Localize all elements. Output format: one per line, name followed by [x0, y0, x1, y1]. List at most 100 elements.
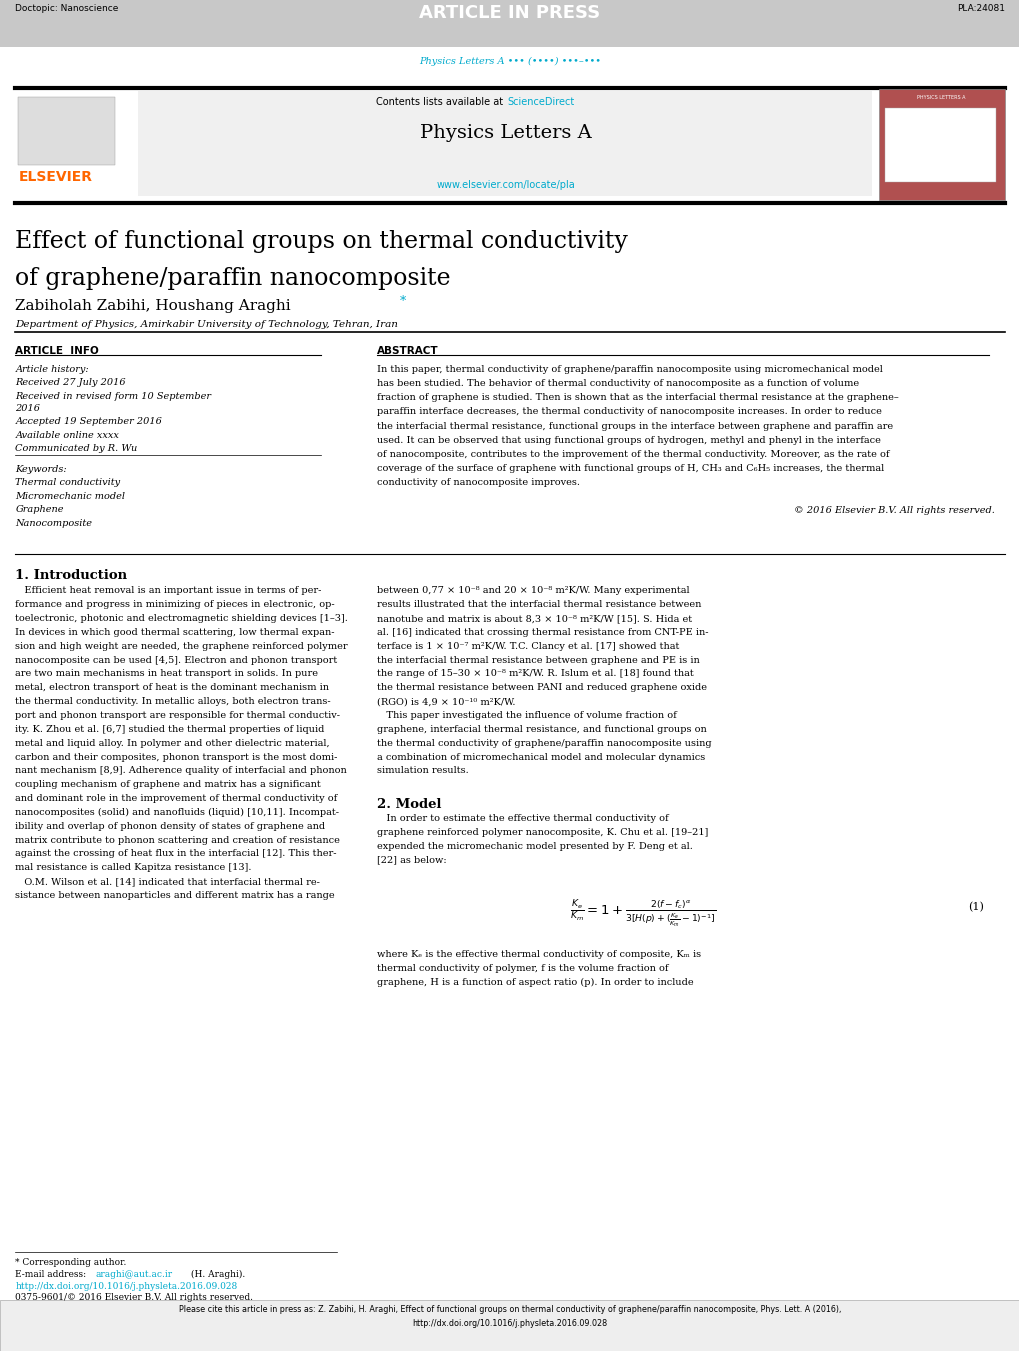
- Text: metal, electron transport of heat is the dominant mechanism in: metal, electron transport of heat is the…: [15, 684, 329, 692]
- Text: used. It can be observed that using functional groups of hydrogen, methyl and ph: used. It can be observed that using func…: [377, 435, 880, 444]
- Text: ELSEVIER: ELSEVIER: [18, 170, 93, 184]
- Text: metal and liquid alloy. In polymer and other dielectric material,: metal and liquid alloy. In polymer and o…: [15, 739, 329, 747]
- Text: Thermal conductivity: Thermal conductivity: [15, 478, 120, 488]
- Text: results illustrated that the interfacial thermal resistance between: results illustrated that the interfacial…: [377, 600, 701, 609]
- Text: (1): (1): [967, 902, 983, 912]
- Text: Accepted 19 September 2016: Accepted 19 September 2016: [15, 417, 162, 427]
- Text: O.M. Wilson et al. [14] indicated that interfacial thermal re-: O.M. Wilson et al. [14] indicated that i…: [15, 877, 320, 886]
- Text: port and phonon transport are responsible for thermal conductiv-: port and phonon transport are responsibl…: [15, 711, 340, 720]
- Bar: [0, 1300, 1019, 1351]
- Text: paraffin interface decreases, the thermal conductivity of nanocomposite increase: paraffin interface decreases, the therma…: [377, 408, 881, 416]
- Bar: [878, 89, 1004, 200]
- Text: 2. Model: 2. Model: [377, 797, 441, 811]
- Text: 1. Introduction: 1. Introduction: [15, 569, 127, 582]
- Text: Contents lists available at: Contents lists available at: [375, 97, 505, 107]
- Text: Available online xxxx: Available online xxxx: [15, 431, 119, 440]
- Text: E-mail address:: E-mail address:: [15, 1270, 90, 1279]
- Bar: [138, 91, 871, 196]
- Text: of graphene/paraffin nanocomposite: of graphene/paraffin nanocomposite: [15, 267, 450, 290]
- Text: terface is 1 × 10⁻⁷ m²K/W. T.C. Clancy et al. [17] showed that: terface is 1 × 10⁻⁷ m²K/W. T.C. Clancy e…: [377, 642, 679, 651]
- Text: a combination of micromechanical model and molecular dynamics: a combination of micromechanical model a…: [377, 753, 705, 762]
- Text: conductivity of nanocomposite improves.: conductivity of nanocomposite improves.: [377, 478, 580, 488]
- Text: (H. Araghi).: (H. Araghi).: [187, 1270, 245, 1279]
- Text: ABSTRACT: ABSTRACT: [377, 346, 438, 355]
- Text: Efficient heat removal is an important issue in terms of per-: Efficient heat removal is an important i…: [15, 586, 321, 596]
- Text: the thermal conductivity. In metallic alloys, both electron trans-: the thermal conductivity. In metallic al…: [15, 697, 330, 707]
- Text: graphene reinforced polymer nanocomposite, K. Chu et al. [19–21]: graphene reinforced polymer nanocomposit…: [377, 828, 708, 836]
- Bar: [18, 97, 115, 165]
- Text: where Kₑ is the effective thermal conductivity of composite, Kₘ is: where Kₑ is the effective thermal conduc…: [377, 951, 701, 959]
- Text: Physics Letters A ••• (••••) •••–•••: Physics Letters A ••• (••••) •••–•••: [419, 57, 600, 66]
- Text: © 2016 Elsevier B.V. All rights reserved.: © 2016 Elsevier B.V. All rights reserved…: [793, 507, 994, 515]
- Text: the range of 15–30 × 10⁻⁸ m²K/W. R. Islum et al. [18] found that: the range of 15–30 × 10⁻⁸ m²K/W. R. Islu…: [377, 670, 694, 678]
- Text: expended the micromechanic model presented by F. Deng et al.: expended the micromechanic model present…: [377, 842, 693, 851]
- Text: fraction of graphene is studied. Then is shown that as the interfacial thermal r: fraction of graphene is studied. Then is…: [377, 393, 899, 403]
- Text: between 0,77 × 10⁻⁸ and 20 × 10⁻⁸ m²K/W. Many experimental: between 0,77 × 10⁻⁸ and 20 × 10⁻⁸ m²K/W.…: [377, 586, 689, 596]
- Text: simulation results.: simulation results.: [377, 766, 469, 775]
- Text: nant mechanism [8,9]. Adherence quality of interfacial and phonon: nant mechanism [8,9]. Adherence quality …: [15, 766, 346, 775]
- Text: http://dx.doi.org/10.1016/j.physleta.2016.09.028: http://dx.doi.org/10.1016/j.physleta.201…: [15, 1282, 237, 1292]
- Text: the interfacial thermal resistance, functional groups in the interface between g: the interfacial thermal resistance, func…: [377, 422, 893, 431]
- Text: carbon and their composites, phonon transport is the most domi-: carbon and their composites, phonon tran…: [15, 753, 337, 762]
- Text: the interfacial thermal resistance between graphene and PE is in: the interfacial thermal resistance betwe…: [377, 655, 699, 665]
- Text: against the crossing of heat flux in the interfacial [12]. This ther-: against the crossing of heat flux in the…: [15, 850, 336, 858]
- Text: *: *: [395, 295, 406, 308]
- Text: ibility and overlap of phonon density of states of graphene and: ibility and overlap of phonon density of…: [15, 821, 325, 831]
- Text: In this paper, thermal conductivity of graphene/paraffin nanocomposite using mic: In this paper, thermal conductivity of g…: [377, 365, 882, 374]
- Text: graphene, H is a function of aspect ratio (p). In order to include: graphene, H is a function of aspect rati…: [377, 978, 693, 988]
- Text: http://dx.doi.org/10.1016/j.physleta.2016.09.028: http://dx.doi.org/10.1016/j.physleta.201…: [412, 1319, 607, 1328]
- Text: [22] as below:: [22] as below:: [377, 855, 446, 865]
- Text: the thermal conductivity of graphene/paraffin nanocomposite using: the thermal conductivity of graphene/par…: [377, 739, 711, 747]
- Text: PHYSICS LETTERS A: PHYSICS LETTERS A: [916, 95, 965, 100]
- Text: are two main mechanisms in heat transport in solids. In pure: are two main mechanisms in heat transpor…: [15, 670, 318, 678]
- Text: sion and high weight are needed, the graphene reinforced polymer: sion and high weight are needed, the gra…: [15, 642, 347, 651]
- Text: matrix contribute to phonon scattering and creation of resistance: matrix contribute to phonon scattering a…: [15, 835, 340, 844]
- Bar: [0, 0, 1019, 47]
- Text: the thermal resistance between PANI and reduced graphene oxide: the thermal resistance between PANI and …: [377, 684, 707, 692]
- Text: Effect of functional groups on thermal conductivity: Effect of functional groups on thermal c…: [15, 230, 628, 253]
- Text: graphene, interfacial thermal resistance, and functional groups on: graphene, interfacial thermal resistance…: [377, 725, 706, 734]
- Text: Department of Physics, Amirkabir University of Technology, Tehran, Iran: Department of Physics, Amirkabir Univers…: [15, 320, 397, 330]
- Text: ScienceDirect: ScienceDirect: [506, 97, 574, 107]
- Text: $\frac{K_e}{K_m} = 1 + \frac{2(f - f_c)^\alpha}{3[H(p) + (\frac{K_e}{K_m} - 1)^{: $\frac{K_e}{K_m} = 1 + \frac{2(f - f_c)^…: [569, 900, 715, 929]
- Text: ARTICLE  INFO: ARTICLE INFO: [15, 346, 99, 355]
- Text: toelectronic, photonic and electromagnetic shielding devices [1–3].: toelectronic, photonic and electromagnet…: [15, 613, 347, 623]
- Text: Keywords:: Keywords:: [15, 465, 67, 474]
- Text: (RGO) is 4,9 × 10⁻¹⁰ m²K/W.: (RGO) is 4,9 × 10⁻¹⁰ m²K/W.: [377, 697, 516, 707]
- Text: 2016: 2016: [15, 404, 41, 413]
- Text: Doctopic: Nanoscience: Doctopic: Nanoscience: [15, 4, 118, 14]
- Text: 0375-9601/© 2016 Elsevier B.V. All rights reserved.: 0375-9601/© 2016 Elsevier B.V. All right…: [15, 1293, 253, 1302]
- Text: Received 27 July 2016: Received 27 July 2016: [15, 378, 125, 388]
- Text: Zabiholah Zabihi, Houshang Araghi: Zabiholah Zabihi, Houshang Araghi: [15, 299, 290, 312]
- Text: Article history:: Article history:: [15, 365, 89, 374]
- Text: nanotube and matrix is about 8,3 × 10⁻⁸ m²K/W [15]. S. Hida et: nanotube and matrix is about 8,3 × 10⁻⁸ …: [377, 613, 692, 623]
- Text: This paper investigated the influence of volume fraction of: This paper investigated the influence of…: [377, 711, 677, 720]
- Text: Micromechanic model: Micromechanic model: [15, 492, 125, 501]
- Text: thermal conductivity of polymer, f is the volume fraction of: thermal conductivity of polymer, f is th…: [377, 965, 668, 973]
- Text: ity. K. Zhou et al. [6,7] studied the thermal properties of liquid: ity. K. Zhou et al. [6,7] studied the th…: [15, 725, 324, 734]
- Text: In devices in which good thermal scattering, low thermal expan-: In devices in which good thermal scatter…: [15, 628, 334, 636]
- Text: www.elsevier.com/locate/pla: www.elsevier.com/locate/pla: [436, 180, 575, 189]
- Text: coupling mechanism of graphene and matrix has a significant: coupling mechanism of graphene and matri…: [15, 781, 321, 789]
- Text: Nanocomposite: Nanocomposite: [15, 519, 92, 528]
- Text: coverage of the surface of graphene with functional groups of H, CH₃ and C₆H₅ in: coverage of the surface of graphene with…: [377, 465, 883, 473]
- Text: sistance between nanoparticles and different matrix has a range: sistance between nanoparticles and diffe…: [15, 892, 334, 900]
- Text: araghi@aut.ac.ir: araghi@aut.ac.ir: [96, 1270, 173, 1279]
- Text: * Corresponding author.: * Corresponding author.: [15, 1258, 126, 1267]
- Text: ARTICLE IN PRESS: ARTICLE IN PRESS: [419, 4, 600, 22]
- Text: Communicated by R. Wu: Communicated by R. Wu: [15, 444, 138, 454]
- Text: Physics Letters A: Physics Letters A: [420, 124, 591, 142]
- Text: mal resistance is called Kapitza resistance [13].: mal resistance is called Kapitza resista…: [15, 863, 252, 873]
- Text: has been studied. The behavior of thermal conductivity of nanocomposite as a fun: has been studied. The behavior of therma…: [377, 378, 859, 388]
- Bar: [884, 108, 995, 182]
- Text: al. [16] indicated that crossing thermal resistance from CNT-PE in-: al. [16] indicated that crossing thermal…: [377, 628, 708, 636]
- Text: nanocomposite can be used [4,5]. Electron and phonon transport: nanocomposite can be used [4,5]. Electro…: [15, 655, 337, 665]
- Text: Please cite this article in press as: Z. Zabihi, H. Araghi, Effect of functional: Please cite this article in press as: Z.…: [178, 1305, 841, 1315]
- Text: Graphene: Graphene: [15, 505, 64, 515]
- Text: and dominant role in the improvement of thermal conductivity of: and dominant role in the improvement of …: [15, 794, 337, 802]
- Text: of nanocomposite, contributes to the improvement of the thermal conductivity. Mo: of nanocomposite, contributes to the imp…: [377, 450, 889, 459]
- Bar: [15, 91, 138, 196]
- Text: formance and progress in minimizing of pieces in electronic, op-: formance and progress in minimizing of p…: [15, 600, 334, 609]
- Text: Received in revised form 10 September: Received in revised form 10 September: [15, 392, 211, 401]
- Text: PLA:24081: PLA:24081: [956, 4, 1004, 14]
